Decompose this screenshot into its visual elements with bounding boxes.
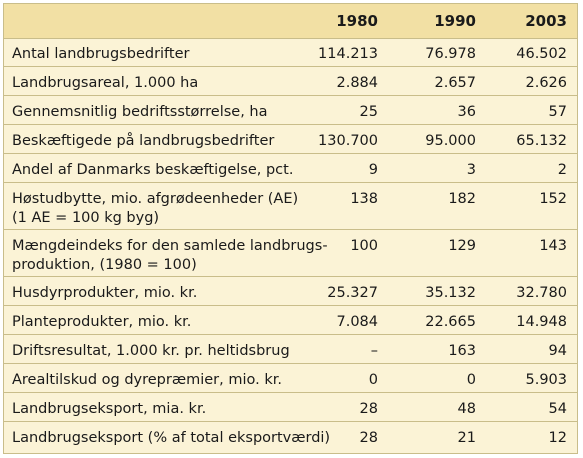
row-label: Planteprodukter, mio. kr. xyxy=(12,313,191,332)
column-header-1990: 1990 xyxy=(434,12,476,30)
cell-1990: 21 xyxy=(458,429,476,448)
cell-2003: 143 xyxy=(539,237,567,256)
row-label: Landbrugseksport (% af total eksportværd… xyxy=(12,429,330,448)
table-row: Landbrugseksport, mia. kr. 28 48 54 xyxy=(4,393,577,422)
cell-1990: 36 xyxy=(458,103,476,122)
table-row: Gennemsnitlig bedriftsstørrelse, ha 25 3… xyxy=(4,96,577,125)
table-row: Landbrugsareal, 1.000 ha 2.884 2.657 2.6… xyxy=(4,67,577,96)
cell-1980: 138 xyxy=(350,190,378,209)
row-label: Arealtilskud og dyrepræmier, mio. kr. xyxy=(12,371,282,390)
cell-2003: 12 xyxy=(549,429,567,448)
cell-1990: 48 xyxy=(458,400,476,419)
table-row: Høstudbytte, mio. afgrødeenheder (AE) (1… xyxy=(4,183,577,230)
table-row: Landbrugseksport (% af total eksportværd… xyxy=(4,422,577,453)
cell-1980: 114.213 xyxy=(318,45,378,64)
cell-2003: 54 xyxy=(549,400,567,419)
row-label: Mængdeindeks for den samlede landbrugs- … xyxy=(12,237,328,275)
cell-2003: 2.626 xyxy=(525,74,567,93)
cell-1980: 100 xyxy=(350,237,378,256)
cell-2003: 65.132 xyxy=(516,132,567,151)
cell-1980: 25.327 xyxy=(327,284,378,303)
table-row: Andel af Danmarks beskæftigelse, pct. 9 … xyxy=(4,154,577,183)
table-row: Driftsresultat, 1.000 kr. pr. heltidsbru… xyxy=(4,335,577,364)
row-label-line: produktion, (1980 = 100) xyxy=(12,256,328,275)
cell-1990: 76.978 xyxy=(425,45,476,64)
row-label: Beskæftigede på landbrugsbedrifter xyxy=(12,132,274,151)
row-label: Landbrugseksport, mia. kr. xyxy=(12,400,206,419)
column-header-1980: 1980 xyxy=(336,12,378,30)
row-label: Antal landbrugsbedrifter xyxy=(12,45,189,64)
cell-1990: 95.000 xyxy=(425,132,476,151)
row-label: Andel af Danmarks beskæftigelse, pct. xyxy=(12,161,293,180)
cell-2003: 152 xyxy=(539,190,567,209)
cell-1980: 25 xyxy=(360,103,378,122)
cell-1990: 22.665 xyxy=(425,313,476,332)
cell-2003: 46.502 xyxy=(516,45,567,64)
cell-1980: – xyxy=(371,342,378,361)
row-label-line: Mængdeindeks for den samlede landbrugs- xyxy=(12,237,328,256)
cell-2003: 32.780 xyxy=(516,284,567,303)
cell-1980: 7.084 xyxy=(336,313,378,332)
row-label: Landbrugsareal, 1.000 ha xyxy=(12,74,198,93)
row-label-line: (1 AE = 100 kg byg) xyxy=(12,209,298,228)
cell-1980: 9 xyxy=(369,161,378,180)
cell-1990: 129 xyxy=(448,237,476,256)
table-row: Beskæftigede på landbrugsbedrifter 130.7… xyxy=(4,125,577,154)
cell-2003: 14.948 xyxy=(516,313,567,332)
cell-1990: 163 xyxy=(448,342,476,361)
cell-1980: 130.700 xyxy=(318,132,378,151)
cell-1980: 28 xyxy=(360,429,378,448)
statistics-table: 1980 1990 2003 Antal landbrugsbedrifter … xyxy=(3,3,578,454)
table-row: Planteprodukter, mio. kr. 7.084 22.665 1… xyxy=(4,306,577,335)
table-row: Husdyrprodukter, mio. kr. 25.327 35.132 … xyxy=(4,277,577,306)
row-label: Gennemsnitlig bedriftsstørrelse, ha xyxy=(12,103,268,122)
table-row: Antal landbrugsbedrifter 114.213 76.978 … xyxy=(4,38,577,67)
cell-1990: 0 xyxy=(467,371,476,390)
row-label: Driftsresultat, 1.000 kr. pr. heltidsbru… xyxy=(12,342,290,361)
cell-1990: 2.657 xyxy=(434,74,476,93)
cell-1990: 3 xyxy=(467,161,476,180)
cell-1990: 35.132 xyxy=(425,284,476,303)
row-label: Høstudbytte, mio. afgrødeenheder (AE) (1… xyxy=(12,190,298,228)
row-label-line: Høstudbytte, mio. afgrødeenheder (AE) xyxy=(12,190,298,209)
cell-2003: 5.903 xyxy=(525,371,567,390)
table-row: Arealtilskud og dyrepræmier, mio. kr. 0 … xyxy=(4,364,577,393)
row-label: Husdyrprodukter, mio. kr. xyxy=(12,284,197,303)
cell-1980: 0 xyxy=(369,371,378,390)
column-header-2003: 2003 xyxy=(525,12,567,30)
cell-2003: 2 xyxy=(558,161,567,180)
cell-1980: 2.884 xyxy=(336,74,378,93)
table-row: Mængdeindeks for den samlede landbrugs- … xyxy=(4,230,577,277)
cell-2003: 57 xyxy=(549,103,567,122)
cell-2003: 94 xyxy=(549,342,567,361)
cell-1980: 28 xyxy=(360,400,378,419)
table-header: 1980 1990 2003 xyxy=(4,4,577,39)
cell-1990: 182 xyxy=(448,190,476,209)
